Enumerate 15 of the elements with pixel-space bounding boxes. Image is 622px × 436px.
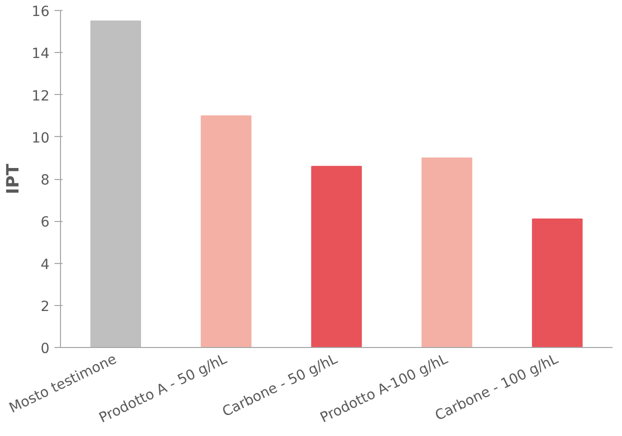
- y-tick-label: 14: [32, 46, 50, 62]
- y-tick-label: 16: [32, 4, 50, 20]
- y-tick-label: 6: [40, 214, 50, 231]
- bar: [311, 166, 362, 348]
- y-tick-label: 0: [40, 341, 50, 357]
- y-tick-label: 8: [40, 172, 50, 188]
- bar: [90, 20, 142, 348]
- y-tick-label: 10: [32, 130, 50, 146]
- bar: [200, 115, 252, 348]
- bar: [532, 218, 583, 348]
- y-tick-label: 12: [32, 88, 50, 104]
- y-axis-title: IPT: [4, 163, 24, 194]
- y-tick-label: 4: [40, 256, 50, 273]
- bar: [422, 157, 472, 348]
- y-tick-label: 2: [40, 298, 50, 315]
